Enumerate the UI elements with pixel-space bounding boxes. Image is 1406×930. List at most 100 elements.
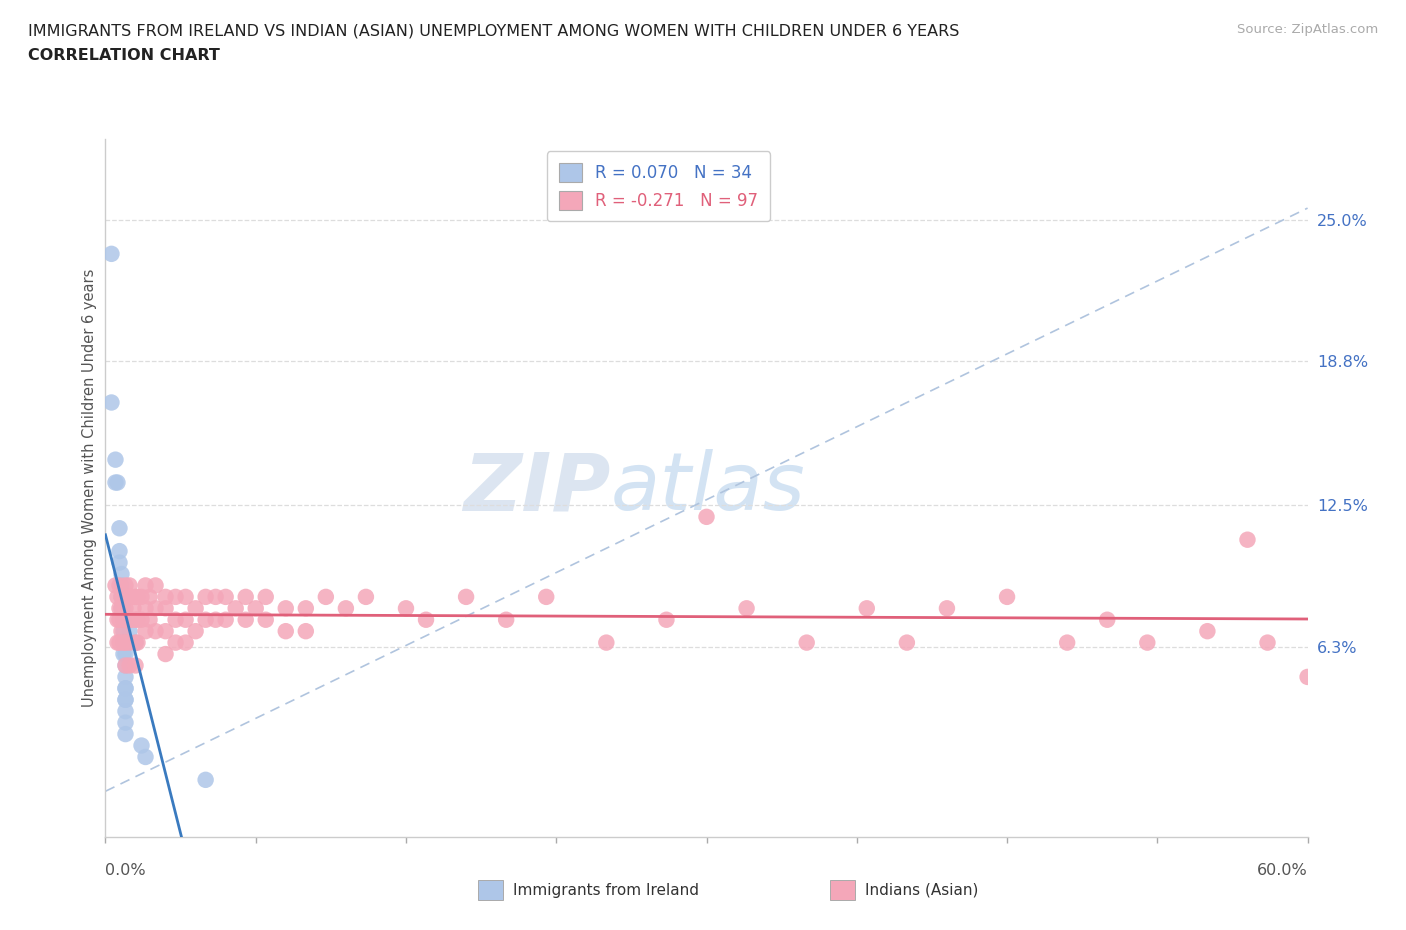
Point [108, 612, 131, 627]
Point [124, 635, 146, 650]
Text: ZIP: ZIP [463, 449, 610, 527]
Point [124, 635, 146, 650]
Point [138, 612, 160, 627]
Point [1097, 612, 1119, 627]
Point [100, 246, 122, 261]
Point [114, 681, 136, 696]
Point [454, 590, 477, 604]
Point [114, 658, 136, 673]
Point [165, 635, 187, 650]
Point [204, 612, 226, 627]
Point [121, 612, 143, 627]
Point [108, 601, 131, 616]
Point [124, 658, 146, 673]
Point [1056, 635, 1078, 650]
Point [127, 612, 149, 627]
Point [155, 601, 177, 616]
Point [114, 601, 136, 616]
Text: CORRELATION CHART: CORRELATION CHART [28, 48, 219, 63]
Point [112, 646, 135, 661]
Point [112, 635, 135, 650]
Point [104, 475, 127, 490]
Text: atlas: atlas [610, 449, 806, 527]
Point [110, 590, 132, 604]
Point [495, 612, 517, 627]
Point [145, 578, 167, 593]
Point [595, 635, 617, 650]
Point [194, 590, 217, 604]
Point [194, 773, 217, 788]
Point [415, 612, 437, 627]
Point [1136, 635, 1159, 650]
Text: 60.0%: 60.0% [1257, 863, 1308, 878]
Point [274, 601, 297, 616]
Legend: R = 0.070   N = 34, R = -0.271   N = 97: R = 0.070 N = 34, R = -0.271 N = 97 [547, 152, 770, 221]
Point [110, 566, 132, 581]
Point [245, 601, 267, 616]
Point [1257, 635, 1279, 650]
Point [995, 590, 1018, 604]
Point [165, 612, 187, 627]
Point [108, 578, 131, 593]
Point [107, 635, 129, 650]
Point [936, 601, 959, 616]
Point [131, 738, 153, 753]
Point [155, 590, 177, 604]
Point [735, 601, 758, 616]
Point [110, 601, 132, 616]
Point [114, 658, 136, 673]
Point [796, 635, 818, 650]
Point [135, 624, 157, 639]
Text: Source: ZipAtlas.com: Source: ZipAtlas.com [1237, 23, 1378, 36]
Point [118, 635, 141, 650]
Point [107, 612, 129, 627]
Point [204, 590, 226, 604]
Point [108, 635, 131, 650]
Point [114, 704, 136, 719]
Point [155, 646, 177, 661]
Point [107, 590, 129, 604]
Point [118, 658, 141, 673]
Point [114, 681, 136, 696]
Point [100, 395, 122, 410]
Point [118, 590, 141, 604]
Point [1236, 532, 1258, 547]
Point [135, 578, 157, 593]
Point [855, 601, 877, 616]
Point [174, 635, 197, 650]
Point [114, 692, 136, 707]
Point [155, 624, 177, 639]
Point [118, 635, 141, 650]
Point [127, 590, 149, 604]
Point [174, 612, 197, 627]
Point [138, 590, 160, 604]
Point [112, 612, 135, 627]
Point [112, 624, 135, 639]
Point [145, 624, 167, 639]
Point [112, 612, 135, 627]
Point [131, 612, 153, 627]
Point [655, 612, 678, 627]
Point [114, 590, 136, 604]
Point [114, 612, 136, 627]
Text: Indians (Asian): Indians (Asian) [865, 883, 979, 897]
Text: Immigrants from Ireland: Immigrants from Ireland [513, 883, 699, 897]
Point [114, 635, 136, 650]
Point [114, 692, 136, 707]
Point [110, 590, 132, 604]
Point [108, 555, 131, 570]
Point [1296, 670, 1319, 684]
Point [124, 612, 146, 627]
Point [135, 601, 157, 616]
Point [235, 612, 257, 627]
Point [104, 452, 127, 467]
Point [214, 590, 236, 604]
Point [114, 715, 136, 730]
Point [254, 612, 277, 627]
Point [108, 544, 131, 559]
Point [184, 624, 207, 639]
Point [121, 590, 143, 604]
Point [165, 590, 187, 604]
Point [315, 590, 337, 604]
Point [135, 750, 157, 764]
